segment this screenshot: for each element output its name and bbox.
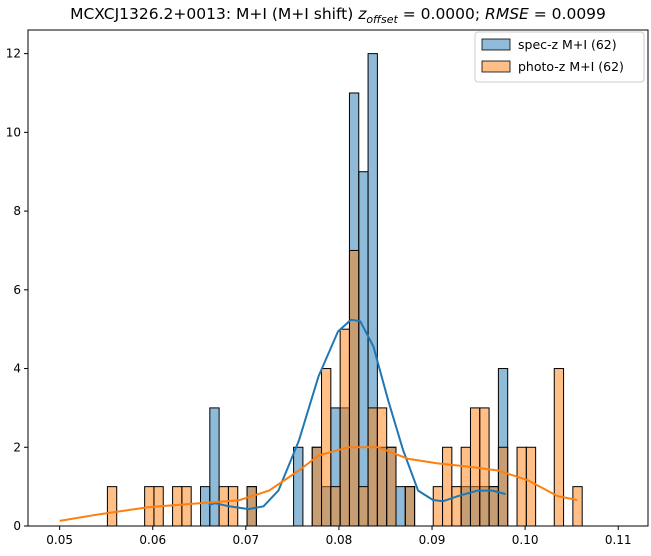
y-tick-label: 6 xyxy=(13,283,21,297)
legend-swatch-spec-z xyxy=(481,38,511,51)
photo-z-bar xyxy=(348,249,360,527)
photo-z-bar xyxy=(460,446,471,527)
legend-label-spec-z: spec-z M+I (62) xyxy=(518,37,617,52)
spec-z-bar xyxy=(209,407,220,527)
photo-z-bar xyxy=(246,486,257,527)
photo-z-bar xyxy=(172,486,183,527)
x-tick-label: 0.05 xyxy=(46,533,73,547)
y-tick-label: 4 xyxy=(13,362,21,376)
legend-label-photo-z: photo-z M+I (62) xyxy=(518,59,624,74)
legend: spec-z M+I (62) photo-z M+I (62) xyxy=(474,31,645,83)
y-tick-label: 12 xyxy=(6,47,21,61)
legend-swatch-photo-z xyxy=(481,60,511,73)
photo-z-bar xyxy=(404,486,416,527)
x-tick-label: 0.11 xyxy=(605,533,632,547)
photo-z-bar xyxy=(330,486,341,527)
spec-z-bar xyxy=(395,486,406,527)
spec-z-bar xyxy=(293,446,304,527)
spec-z-bar xyxy=(200,486,211,527)
photo-z-bar xyxy=(497,446,509,527)
photo-z-bar xyxy=(386,446,397,527)
photo-z-bar xyxy=(553,368,565,527)
photo-z-bar xyxy=(572,486,583,527)
photo-z-bar xyxy=(479,407,490,527)
x-tick-label: 0.07 xyxy=(232,533,259,547)
photo-z-bar xyxy=(339,328,350,527)
x-tick-label: 0.06 xyxy=(139,533,166,547)
plot-frame xyxy=(27,29,649,527)
y-tick-label: 2 xyxy=(13,440,21,454)
photo-z-bar xyxy=(321,368,332,527)
photo-z-bar xyxy=(376,407,388,527)
x-tick-label: 0.09 xyxy=(419,533,446,547)
x-tick-label: 0.08 xyxy=(326,533,353,547)
y-tick-label: 10 xyxy=(6,125,21,139)
y-tick-label: 0 xyxy=(13,519,21,533)
photo-z-bar xyxy=(442,446,453,527)
photo-z-bar xyxy=(181,486,192,527)
photo-z-bar xyxy=(525,446,537,527)
photo-z-bar xyxy=(358,486,369,527)
photo-z-bar xyxy=(516,446,527,527)
chart-title: MCXCJ1326.2+0013: M+I (M+I shift) zoffse… xyxy=(70,5,606,26)
spec-z-bar xyxy=(358,171,369,527)
photo-z-bar xyxy=(432,486,444,527)
photo-z-bar xyxy=(451,486,462,527)
photo-z-kde-line xyxy=(59,446,578,522)
y-tick-label: 8 xyxy=(13,204,21,218)
spec-z-kde-line xyxy=(208,318,506,511)
x-tick-label: 0.10 xyxy=(512,533,539,547)
photo-z-bar xyxy=(106,486,118,527)
photo-z-bar xyxy=(367,407,378,527)
